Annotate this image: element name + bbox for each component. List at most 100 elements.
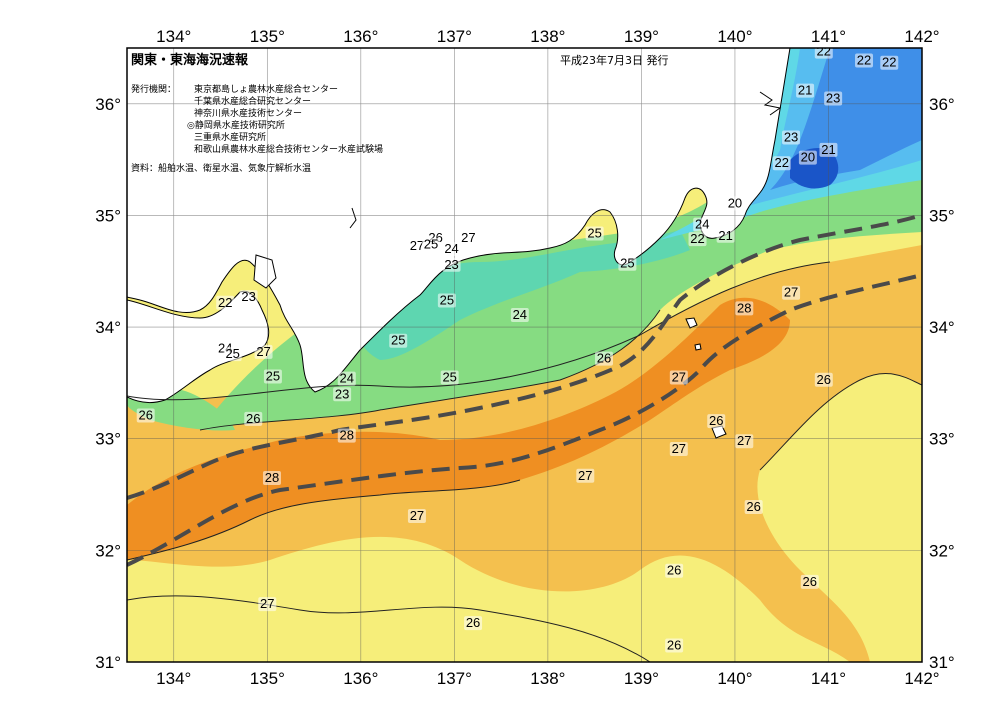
sst-label-bg	[669, 442, 688, 457]
longitude-tick-label: 135°	[250, 27, 285, 46]
sst-label-bg	[510, 308, 529, 323]
publishers-list: 東京都島しょ農林水産総合センター 千葉県水産総合研究センター 神奈川県水産技術セ…	[187, 83, 383, 155]
publisher-item: 神奈川県水産技術センター	[194, 107, 302, 119]
sst-label-text: 20	[801, 150, 815, 165]
sst-label-text: 21	[821, 142, 835, 157]
longitude-tick-label: 142°	[904, 27, 939, 46]
sst-label-bg	[824, 91, 843, 106]
latitude-tick-label: 36°	[929, 95, 955, 114]
sst-label-text: 27	[784, 285, 798, 300]
sst-label-text: 22	[690, 231, 704, 246]
sst-label-text: 22	[857, 53, 871, 68]
longitude-ticks-top: 134° 135° 136° 137° 138° 139° 140° 141° 142°	[156, 27, 939, 46]
zone-26-east	[757, 373, 922, 662]
sst-label-bg	[688, 232, 707, 247]
sst-label: 28	[735, 300, 754, 316]
sst-label: 27	[407, 508, 426, 523]
sst-label-bg	[223, 347, 242, 362]
sst-label-bg	[880, 55, 899, 70]
sst-label-bg	[576, 468, 595, 483]
sst-label: 26	[595, 351, 613, 366]
sst-label-bg	[744, 500, 763, 515]
sst-label-bg	[254, 344, 273, 359]
longitude-tick-label: 136°	[343, 27, 378, 46]
sst-label-bg	[855, 53, 874, 68]
sst-label-text: 24	[340, 371, 354, 386]
sst-label-bg	[618, 256, 637, 271]
sst-label-text: 22	[882, 55, 896, 70]
longitude-tick-label: 139°	[624, 27, 659, 46]
publisher-item: ◎静岡県水産技術研究所	[187, 119, 285, 131]
sst-label: 27	[669, 370, 688, 385]
latitude-tick-label: 32°	[929, 541, 955, 560]
latitude-tick-label: 33°	[95, 430, 121, 449]
sst-label: 27	[254, 344, 273, 359]
sst-label-bg	[814, 48, 833, 59]
sst-label-bg	[337, 371, 356, 386]
sst-label-text: 24	[513, 307, 527, 322]
sst-label: 25	[437, 293, 456, 308]
sst-label-bg	[716, 228, 735, 243]
isotherm-26-upper	[127, 261, 831, 401]
kuroshio-axis-north	[127, 213, 922, 500]
sst-label: 25	[389, 333, 408, 348]
sst-label: 22	[216, 295, 235, 310]
sst-label-bg	[595, 351, 613, 366]
sst-label-bg	[735, 301, 754, 316]
sst-label-bg	[389, 333, 408, 348]
sst-label: 25	[585, 226, 604, 241]
sst-label-text: 28	[265, 470, 279, 485]
sst-label-bg	[585, 226, 604, 241]
data-source: 資料：船舶水温、衛星水温、気象庁解析水温	[131, 162, 311, 174]
sst-label-bg	[800, 574, 819, 589]
land-izu-oshima	[685, 317, 698, 329]
publishers-label: 発行機関：	[131, 83, 176, 95]
sst-label-text: 25	[442, 370, 456, 385]
sst-label: 26	[464, 615, 483, 631]
sst-label-text: 26	[466, 615, 480, 630]
latitude-ticks-right: 36° 35° 34° 33° 32° 31°	[929, 95, 955, 672]
longitude-tick-label: 140°	[717, 669, 752, 688]
sst-label: 27	[669, 441, 688, 457]
publisher-item: 三重県水産研究所	[194, 131, 266, 143]
sst-label-text: 23	[241, 289, 255, 304]
sst-label-text: 22	[218, 295, 232, 310]
sst-label: 28	[337, 428, 356, 443]
longitude-tick-label: 140°	[717, 27, 752, 46]
sst-label: 26	[814, 372, 833, 387]
sst-label: 26	[707, 413, 726, 429]
sst-label: 27	[258, 596, 277, 612]
zone-28	[127, 297, 790, 560]
coastline-details	[349, 91, 782, 229]
sst-label-bg	[258, 597, 277, 612]
sst-label-text: 26	[667, 563, 681, 578]
sst-label: 27	[576, 468, 595, 483]
longitude-tick-label: 137°	[437, 27, 472, 46]
sst-label-bg	[263, 369, 282, 384]
sst-label-bg	[239, 290, 258, 305]
sst-label: 26	[800, 574, 819, 589]
longitude-tick-label: 139°	[624, 669, 659, 688]
sst-label-text: 27	[260, 596, 274, 611]
latitude-tick-label: 34°	[929, 318, 955, 337]
publisher-item: 千葉県水産総合研究センター	[194, 95, 311, 107]
sst-label: 26	[244, 411, 263, 426]
sst-label-bg	[665, 638, 684, 653]
longitude-tick-label: 137°	[437, 669, 472, 688]
sst-label: 25	[618, 256, 637, 271]
sst-label-text: 26	[817, 372, 831, 387]
latitude-tick-label: 35°	[929, 206, 955, 225]
sst-label-bg	[407, 508, 426, 523]
sst-label-text: 25	[391, 333, 405, 348]
isotherm-25-coast	[199, 309, 661, 431]
sst-label-text: 25	[266, 368, 280, 383]
land-miyake	[694, 343, 702, 351]
sst-label-text: 25	[440, 293, 454, 308]
sado-island-outline	[759, 91, 782, 116]
sst-label: 23	[442, 257, 461, 272]
sst-label-bg	[442, 257, 461, 272]
sst-label-bg	[782, 285, 801, 300]
isotherm-26-east	[759, 373, 922, 471]
sst-label: 22	[688, 231, 707, 247]
sst-label-bg	[819, 142, 838, 157]
